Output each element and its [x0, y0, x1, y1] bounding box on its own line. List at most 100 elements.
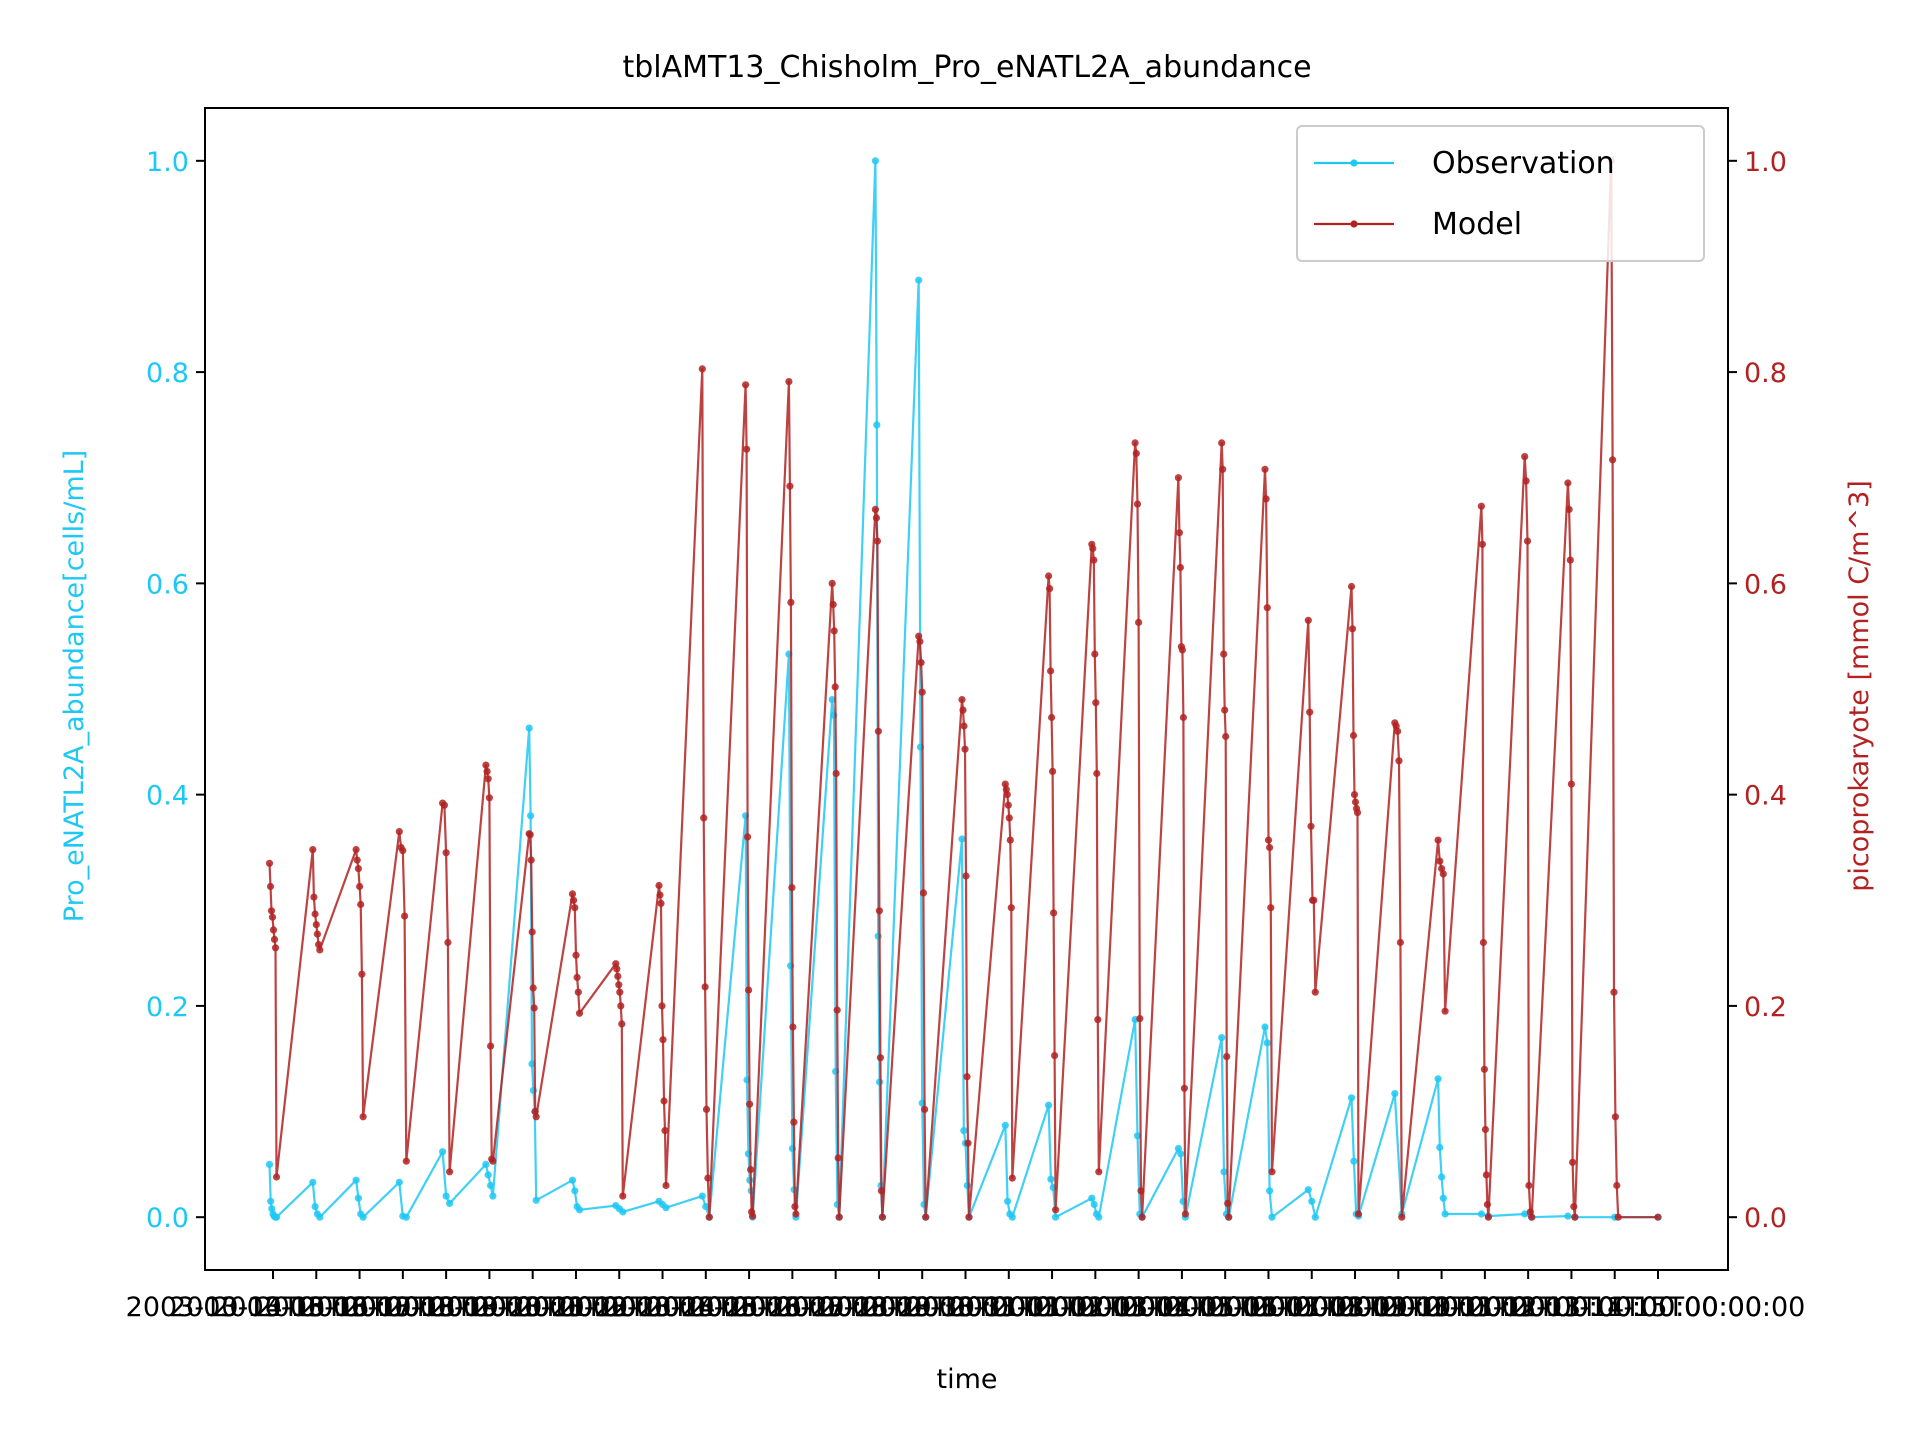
model-point-19-1 — [1089, 544, 1097, 553]
model-point-0-7 — [272, 1173, 281, 1181]
model-point-30-3 — [1567, 780, 1575, 788]
model-point-11-1 — [743, 445, 751, 453]
model-point-9-1 — [656, 891, 664, 899]
model-point-16-0 — [958, 696, 966, 704]
model-point-14-7 — [878, 1213, 887, 1221]
observation-point-15-0 — [915, 276, 923, 284]
model-point-5-2 — [484, 775, 492, 783]
y-right-tick-label-2: 0.4 — [1744, 781, 1787, 812]
observation-point-14-0 — [871, 157, 880, 165]
model-point-28-4 — [1481, 1125, 1489, 1134]
model-series — [265, 157, 1662, 1221]
model-point-0-2 — [267, 907, 276, 915]
model-point-18-2 — [1047, 667, 1055, 675]
observation-point-23-1 — [1263, 1039, 1271, 1047]
model-point-14-0 — [871, 505, 880, 513]
observation-point-18-1 — [1047, 1175, 1055, 1183]
x-tick-label-9: 2003-10-23T00:00:00 — [515, 1292, 810, 1323]
model-point-8-6 — [618, 1020, 626, 1028]
model-point-12-2 — [787, 598, 795, 607]
model-point-3-3 — [401, 912, 409, 920]
y-right-tick-label-4: 0.8 — [1744, 358, 1787, 389]
model-point-16-2 — [960, 722, 968, 730]
model-point-23-2 — [1263, 604, 1271, 612]
model-point-17-2 — [1003, 791, 1011, 799]
model-point-23-5 — [1267, 904, 1275, 912]
model-point-14-5 — [876, 1054, 885, 1062]
observation-point-6-0 — [525, 724, 533, 732]
model-point-7-0 — [568, 890, 577, 898]
model-point-8-1 — [613, 965, 621, 973]
legend-observation-label: Observation — [1432, 146, 1615, 181]
observation-point-26-0 — [1391, 1090, 1399, 1098]
model-point-18-6 — [1051, 1052, 1059, 1060]
y-axis-label-left: Pro_eNATL2A_abundance[cells/mL] — [59, 450, 90, 922]
observation-point-7-1 — [571, 1187, 579, 1195]
observation-point-17-3 — [1008, 1213, 1016, 1221]
observation-point-10-0 — [698, 1192, 706, 1200]
model-point-25-1 — [1348, 625, 1357, 633]
model-point-5-1 — [483, 767, 491, 776]
model-point-20-3 — [1135, 618, 1143, 627]
model-point-16-3 — [961, 745, 969, 753]
observation-point-4-0 — [439, 1148, 447, 1156]
x-tick-label-19: 2003-11-02T00:00:00 — [948, 1292, 1243, 1323]
model-point-11-0 — [742, 381, 750, 389]
x-tick-label-0: 2003-10-14T00:00:00 — [126, 1292, 421, 1323]
y-left-tick-label-1: 0.2 — [146, 992, 189, 1023]
y-left-tick-label-0: 0.0 — [146, 1203, 189, 1234]
y-axis-label-right: picoprokaryote [mmol C/m^3] — [1844, 480, 1875, 892]
model-point-12-0 — [785, 378, 793, 386]
model-point-2-1 — [353, 856, 361, 864]
x-tick-label-1: 2003-10-15T00:00:00 — [169, 1292, 464, 1323]
model-point-5-0 — [482, 761, 490, 769]
model-point-29-0 — [1521, 453, 1529, 461]
model-point-22-6 — [1224, 1199, 1232, 1207]
x-tick-label-29: 2003-11-12T00:00:00 — [1381, 1292, 1676, 1323]
x-tick-label-20: 2003-11-03T00:00:00 — [991, 1292, 1286, 1323]
model-point-21-5 — [1179, 713, 1187, 722]
model-point-11-3 — [745, 986, 753, 994]
observation-point-5-0 — [482, 1160, 490, 1168]
x-tick-label-28: 2003-11-11T00:00:00 — [1338, 1292, 1633, 1323]
model-point-8-2 — [614, 972, 622, 980]
model-point-6-5 — [530, 1004, 538, 1012]
x-tick-label-22: 2003-11-05T00:00:00 — [1078, 1292, 1373, 1323]
observation-point-27-1 — [1436, 1143, 1444, 1152]
model-point-18-0 — [1045, 572, 1053, 580]
model-point-14-1 — [872, 514, 881, 522]
model-point-15-1 — [916, 637, 924, 646]
model-point-18-4 — [1049, 767, 1057, 776]
observation-point-1-0 — [309, 1178, 317, 1186]
observation-point-4-2 — [446, 1199, 454, 1207]
model-point-1-2 — [311, 910, 319, 918]
model-point-2-0 — [352, 846, 360, 854]
chart-title: tblAMT13_Chisholm_Pro_eNATL2A_abundance — [622, 50, 1311, 85]
model-point-1-4 — [313, 930, 321, 938]
model-point-24-4 — [1310, 896, 1318, 904]
observation-point-27-0 — [1434, 1075, 1442, 1083]
model-point-27-4 — [1441, 1007, 1449, 1015]
model-point-5-4 — [487, 1042, 495, 1050]
model-point-16-5 — [963, 1073, 971, 1081]
legend-observation-marker — [1350, 159, 1358, 167]
x-tick-label-21: 2003-11-04T00:00:00 — [1035, 1292, 1330, 1323]
y-right-tick-label-3: 0.6 — [1744, 569, 1787, 600]
y-right-tick-label-1: 0.2 — [1744, 992, 1787, 1023]
model-point-15-3 — [918, 688, 926, 696]
model-point-22-2 — [1220, 650, 1228, 658]
model-point-21-4 — [1178, 646, 1186, 654]
model-point-13-7 — [835, 1213, 843, 1221]
observation-point-5-3 — [489, 1192, 497, 1200]
observation-point-19-1 — [1090, 1200, 1098, 1209]
model-point-6-4 — [529, 984, 537, 992]
y-right-tick-label-0: 0.0 — [1744, 1203, 1787, 1234]
model-point-21-6 — [1180, 1084, 1188, 1092]
observation-point-6-1 — [527, 812, 535, 820]
model-point-2-6 — [359, 1113, 367, 1121]
model-point-20-4 — [1136, 1015, 1144, 1023]
model-point-4-4 — [446, 1168, 454, 1176]
model-point-2-3 — [356, 882, 364, 891]
model-point-30-2 — [1566, 556, 1574, 564]
model-point-15-6 — [922, 1213, 930, 1221]
